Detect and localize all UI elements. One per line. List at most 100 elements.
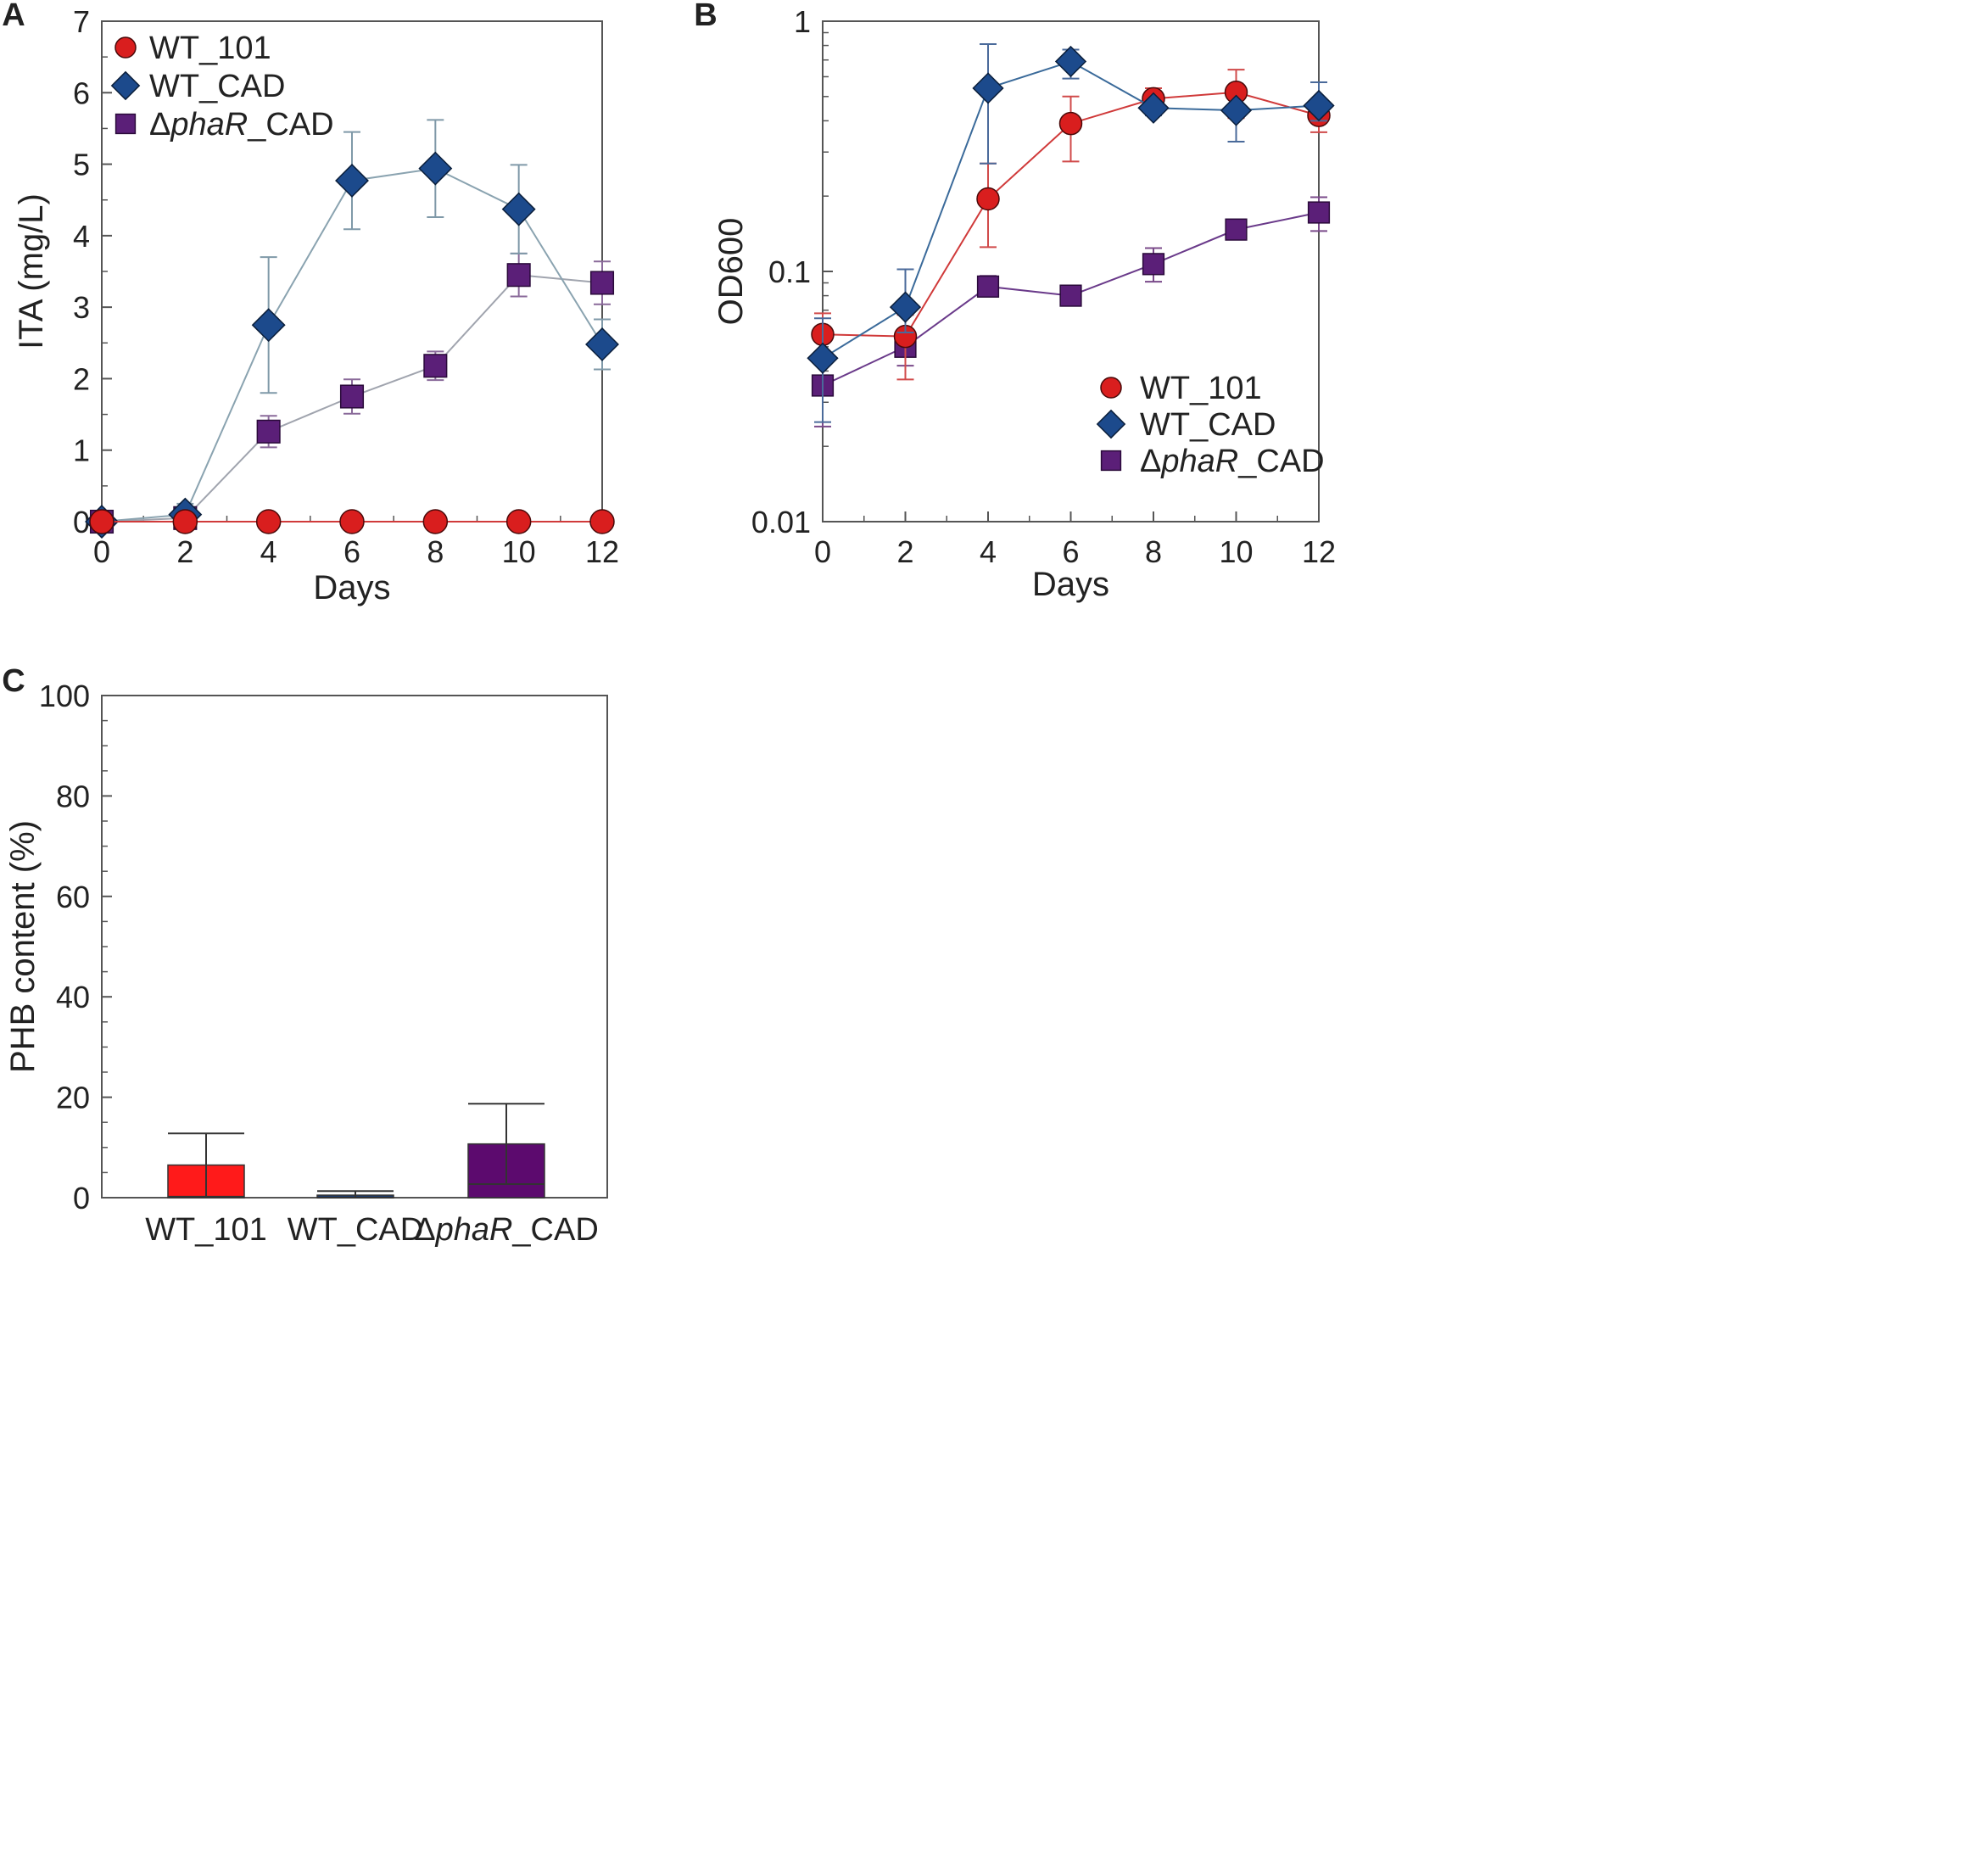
y-tick-label: 6 bbox=[73, 75, 90, 110]
x-tick-label: 4 bbox=[260, 534, 277, 569]
legend-marker bbox=[114, 36, 137, 59]
data-point bbox=[976, 187, 1000, 211]
panel-b: B0.010.110 2 4 6 8 10 12DaysOD600WT_101WT_CADΔ… bbox=[694, 0, 1336, 603]
data-point bbox=[505, 509, 532, 534]
data-point bbox=[889, 291, 922, 323]
x-tick-label: 4 bbox=[980, 534, 997, 569]
error-bar bbox=[168, 1132, 244, 1198]
x-tick-label: 12 bbox=[1302, 534, 1336, 569]
y-tick-label: 4 bbox=[73, 219, 90, 254]
data-point bbox=[1220, 94, 1253, 126]
y-tick-label: 3 bbox=[73, 290, 90, 325]
panel-b-series-WT_CAD bbox=[807, 42, 1335, 423]
y-tick-label: 7 bbox=[73, 4, 90, 39]
panel-b-y-axis-label: OD600 bbox=[712, 218, 750, 326]
data-point bbox=[972, 72, 1004, 104]
x-tick-label: 10 bbox=[502, 534, 536, 569]
data-point bbox=[172, 509, 198, 534]
y-tick-label: 40 bbox=[56, 980, 90, 1014]
legend-marker bbox=[1100, 377, 1122, 399]
panel-c-letter: C bbox=[2, 663, 25, 699]
panel-a-series-WT_101 bbox=[89, 509, 615, 534]
x-tick-label: 6 bbox=[1062, 534, 1079, 569]
data-point bbox=[1142, 253, 1165, 276]
data-point bbox=[589, 271, 615, 295]
panel-c-y-axis-label: PHB content (%) bbox=[4, 820, 42, 1073]
data-point bbox=[976, 275, 1000, 298]
data-point bbox=[1225, 218, 1248, 241]
data-point bbox=[256, 419, 281, 444]
x-tick-label: 8 bbox=[1145, 534, 1162, 569]
y-tick-label: 100 bbox=[39, 679, 90, 713]
panel-b-letter: B bbox=[694, 0, 717, 33]
data-point bbox=[339, 509, 365, 534]
y-tick-label: 1 bbox=[73, 433, 90, 468]
y-tick-label: 80 bbox=[56, 779, 90, 813]
panel-a-y-axis-label: ITA (mg/L) bbox=[13, 193, 50, 349]
legend-label: WT_101 bbox=[149, 31, 271, 66]
data-point bbox=[335, 163, 369, 198]
error-bar bbox=[317, 1190, 394, 1199]
y-tick-label: 20 bbox=[56, 1081, 90, 1115]
data-point bbox=[1303, 89, 1335, 122]
panel-a-series-ΔphaR_CAD bbox=[89, 252, 615, 534]
error-bar bbox=[468, 1103, 544, 1186]
data-point bbox=[422, 509, 449, 534]
data-point bbox=[1307, 201, 1331, 224]
data-point bbox=[1059, 284, 1082, 307]
data-point bbox=[89, 509, 114, 534]
legend-label: WT_CAD bbox=[1140, 407, 1276, 443]
bar-group-ΔphaR_CAD: ΔphaR_CAD bbox=[414, 1103, 599, 1248]
data-point bbox=[506, 263, 531, 288]
x-tick-label: 8 bbox=[427, 534, 444, 569]
panel-b-x-axis-label: Days bbox=[1032, 566, 1109, 603]
data-point bbox=[339, 384, 365, 409]
x-category-label: WT_101 bbox=[145, 1212, 267, 1248]
data-point bbox=[1137, 92, 1170, 124]
panel-c-plot-frame bbox=[101, 695, 608, 1199]
panel-a-series-WT_CAD bbox=[85, 119, 619, 539]
y-tick-label: 5 bbox=[73, 148, 90, 182]
y-tick-label: 2 bbox=[73, 361, 90, 396]
legend-label: ΔphaR_CAD bbox=[1140, 444, 1325, 479]
x-category-label: WT_CAD bbox=[288, 1212, 423, 1248]
data-point bbox=[255, 509, 282, 534]
x-tick-label: 2 bbox=[896, 534, 913, 569]
x-tick-label: 0 bbox=[93, 534, 110, 569]
x-tick-label: 0 bbox=[814, 534, 831, 569]
y-tick-label: 0 bbox=[73, 505, 90, 539]
data-point bbox=[1054, 45, 1087, 78]
panel-a-x-axis-label: Days bbox=[313, 569, 390, 606]
data-point bbox=[589, 509, 615, 534]
legend-label: WT_CAD bbox=[149, 69, 285, 104]
data-point bbox=[807, 342, 839, 374]
x-tick-label: 2 bbox=[176, 534, 193, 569]
y-tick-label: 0.01 bbox=[751, 505, 811, 539]
x-tick-label: 6 bbox=[343, 534, 360, 569]
bar-group-WT_CAD: WT_CAD bbox=[288, 1190, 423, 1248]
y-tick-label: 60 bbox=[56, 880, 90, 914]
bar-group-WT_101: WT_101 bbox=[145, 1132, 267, 1248]
x-tick-label: 12 bbox=[585, 534, 619, 569]
legend-marker bbox=[1100, 450, 1122, 472]
legend-label: ΔphaR_CAD bbox=[149, 107, 334, 142]
y-tick-label: 1 bbox=[794, 4, 811, 39]
data-point bbox=[585, 327, 619, 361]
data-point bbox=[1058, 111, 1083, 136]
data-point bbox=[501, 192, 536, 226]
y-tick-label: 0.1 bbox=[768, 254, 811, 289]
x-category-label: ΔphaR_CAD bbox=[414, 1212, 599, 1248]
panel-a-letter: A bbox=[2, 0, 25, 33]
legend-marker bbox=[1096, 409, 1126, 439]
panel-c: C 0 20 40 60 80 100 PHB content (%) WT_101 WT_CAD… bbox=[2, 663, 608, 1248]
legend-marker bbox=[114, 113, 137, 135]
data-point bbox=[423, 354, 448, 378]
x-tick-label: 10 bbox=[1219, 534, 1253, 569]
panel-b-series-WT_101 bbox=[811, 69, 1331, 381]
legend-marker bbox=[110, 70, 141, 101]
data-point bbox=[418, 151, 453, 186]
